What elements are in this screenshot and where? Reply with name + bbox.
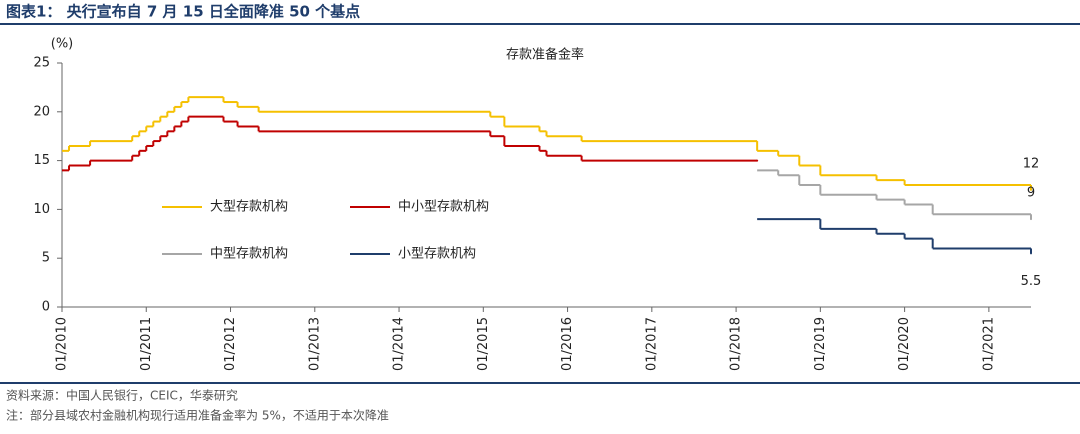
note: 注：部分县域农村金融机构现行适用准备金率为 5%，不适用于本次降准	[6, 408, 389, 423]
y-tick-label: 0	[42, 300, 50, 315]
x-tick-label: 01/2017	[644, 317, 659, 371]
step-end	[1030, 252, 1032, 255]
x-tick-label: 01/2020	[897, 317, 912, 371]
x-tick-label: 01/2012	[223, 317, 238, 371]
step-end	[1030, 218, 1032, 221]
y-tick-label: 5	[42, 251, 50, 266]
source: 资料来源：中国人民银行，CEIC，华泰研究	[6, 388, 238, 403]
x-tick-label: 01/2015	[476, 317, 491, 371]
step-end	[756, 159, 759, 162]
y-axis-label: (%)	[51, 37, 74, 52]
legend-label: 小型存款机构	[398, 247, 476, 262]
y-tick-label: 25	[33, 56, 50, 71]
header-title: 图表1： 央行宣布自 7 月 15 日全面降准 50 个基点	[6, 3, 360, 21]
y-tick-label: 10	[33, 202, 50, 217]
step-end	[1030, 188, 1032, 191]
x-tick-label: 01/2018	[729, 317, 744, 371]
x-tick-label: 01/2019	[813, 317, 828, 371]
legend-label: 中型存款机构	[210, 247, 288, 262]
y-tick-label: 20	[33, 104, 50, 119]
x-tick-label: 01/2011	[139, 317, 154, 371]
x-tick-label: 01/2016	[560, 317, 575, 371]
chart-title: 存款准备金率	[506, 47, 584, 63]
x-tick-label: 01/2014	[392, 317, 407, 371]
y-tick-label: 15	[33, 153, 50, 168]
x-tick-label: 01/2021	[981, 317, 996, 371]
x-tick-label: 01/2010	[55, 317, 70, 371]
end-label: 12	[1023, 156, 1040, 171]
legend-label: 中小型存款机构	[398, 200, 489, 215]
end-label: 5.5	[1021, 274, 1042, 289]
x-tick-label: 01/2013	[307, 317, 322, 371]
end-label: 9	[1027, 186, 1035, 201]
legend-label: 大型存款机构	[210, 200, 288, 215]
